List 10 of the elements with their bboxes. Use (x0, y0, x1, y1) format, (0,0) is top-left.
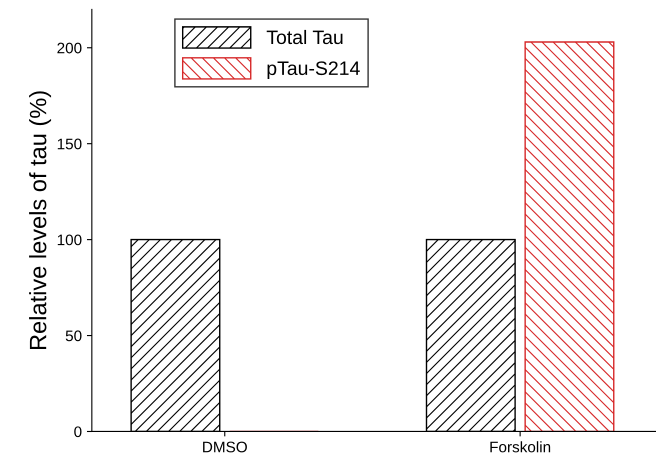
x-tick-label: DMSO (203, 442, 247, 452)
legend-label: pTau-S214 (268, 61, 360, 79)
y-tick-label: 100 (58, 234, 82, 246)
y-tick-label: 50 (66, 330, 82, 342)
y-axis-title: Relative levels of tau (%) (29, 91, 52, 350)
x-tick-label: Forskolin (490, 441, 550, 452)
y-tick-label: 0 (74, 426, 82, 438)
y-tick-label: 200 (57, 42, 82, 54)
y-tick-label: 150 (58, 138, 82, 150)
legend-label: Total Tau (266, 30, 342, 44)
